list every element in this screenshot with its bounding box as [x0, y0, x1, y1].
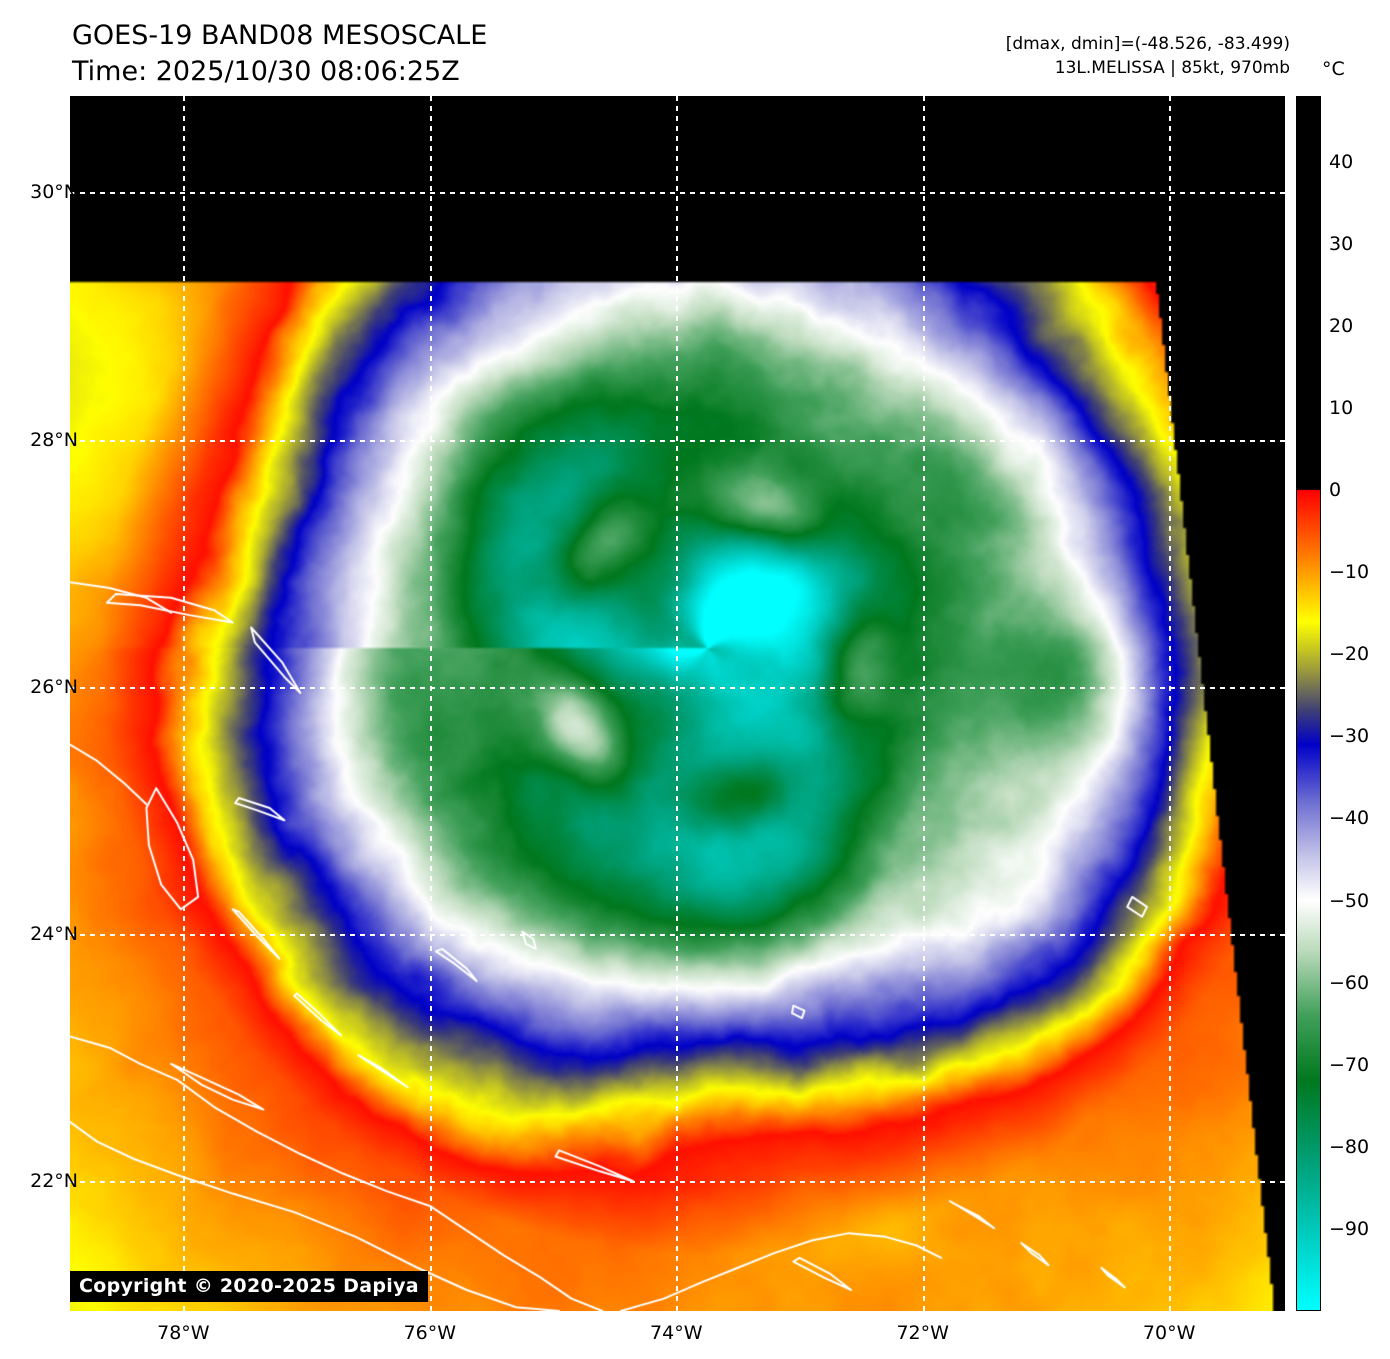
storm-info-label: 13L.MELISSA | 85kt, 970mb	[1054, 58, 1290, 78]
coastline-overlay	[70, 96, 1285, 1311]
colorbar-tick-label: −90	[1329, 1217, 1370, 1240]
lat-tick-label: 30°N	[30, 181, 78, 204]
colorbar-tick-label: −80	[1329, 1135, 1370, 1158]
lon-tick-label: 74°W	[650, 1322, 703, 1344]
colorbar-tick-label: −30	[1329, 725, 1370, 748]
colorbar-unit-label: °C	[1322, 58, 1345, 80]
timestamp-label: Time: 2025/10/30 08:06:25Z	[72, 56, 460, 87]
temperature-colorbar[interactable]	[1296, 96, 1321, 1311]
colorbar-tick-label: −50	[1329, 889, 1370, 912]
map-plot-area[interactable]: Copyright © 2020-2025 Dapiya	[70, 96, 1285, 1311]
lat-tick-label: 22°N	[30, 1170, 78, 1193]
colorbar-tick-label: −20	[1329, 643, 1370, 666]
lat-tick-label: 24°N	[30, 923, 78, 946]
colorbar-tick-label: −60	[1329, 971, 1370, 994]
lat-tick-label: 28°N	[30, 428, 78, 451]
colorbar-tick-label: 40	[1329, 150, 1354, 173]
page-title: GOES-19 BAND08 MESOSCALE	[72, 20, 488, 51]
lon-tick-label: 78°W	[157, 1322, 210, 1344]
data-range-label: [dmax, dmin]=(-48.526, -83.499)	[1005, 34, 1290, 54]
colorbar-tick-label: −10	[1329, 561, 1370, 584]
lon-tick-label: 72°W	[896, 1322, 949, 1344]
satellite-imagery-layer	[70, 96, 1285, 1311]
metadata-block: [dmax, dmin]=(-48.526, -83.499) 13L.MELI…	[1006, 32, 1290, 80]
colorbar-tick-label: 0	[1329, 479, 1342, 502]
colorbar-tick-label: 30	[1329, 232, 1354, 255]
colorbar-tick-label: 20	[1329, 314, 1354, 337]
colorbar-tick-label: −70	[1329, 1053, 1370, 1076]
lat-tick-label: 26°N	[30, 675, 78, 698]
lon-tick-label: 70°W	[1142, 1322, 1196, 1344]
title-block: GOES-19 BAND08 MESOSCALE Time: 2025/10/3…	[72, 18, 487, 90]
copyright-watermark: Copyright © 2020-2025 Dapiya	[70, 1271, 428, 1302]
colorbar-gradient	[1297, 97, 1320, 1310]
colorbar-tick-label: 10	[1329, 396, 1354, 419]
lon-tick-label: 76°W	[403, 1322, 457, 1344]
colorbar-tick-label: −40	[1329, 807, 1370, 830]
